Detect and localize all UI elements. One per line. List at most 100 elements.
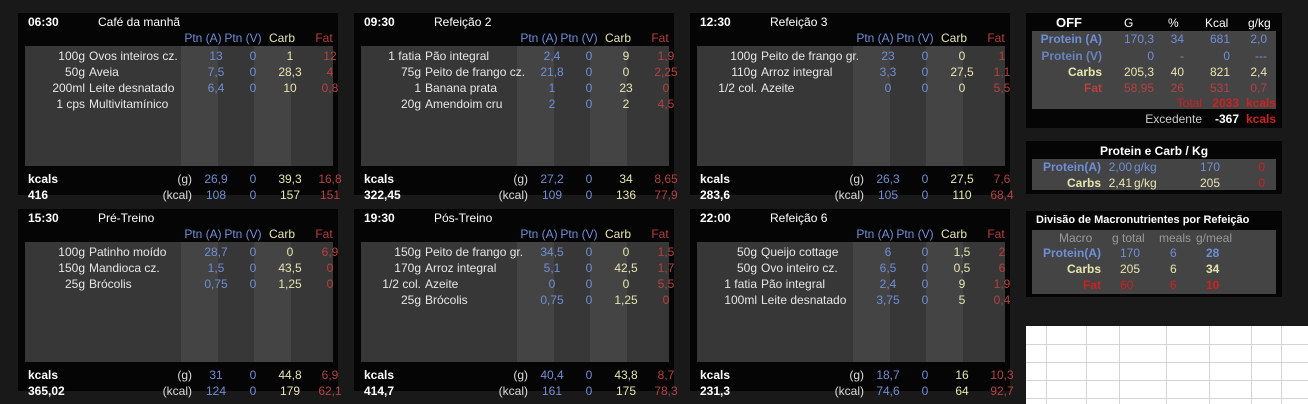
meal-kcals-value: 414,7 bbox=[364, 384, 395, 398]
food-carb: 0 bbox=[286, 245, 294, 259]
total-g-ptn-v: 0 bbox=[921, 172, 929, 186]
food-qty: 150g bbox=[58, 261, 85, 275]
food-fat: 0,8 bbox=[321, 81, 339, 95]
food-row[interactable]: 100ml Leite desnatado 3,75 0 5 0,4 bbox=[697, 292, 1010, 308]
food-row[interactable]: 1/2 col. Azeite 0 0 0 5,5 bbox=[361, 276, 674, 292]
pck-value-carbs: 2,41 bbox=[1108, 176, 1132, 190]
food-fat: 1,9 bbox=[993, 277, 1011, 291]
total-g-ptn-v: 0 bbox=[249, 368, 257, 382]
summary-pct-fat: 26 bbox=[1170, 81, 1184, 95]
total-kcal-ptn-v: 0 bbox=[585, 188, 593, 202]
food-carb: 1,25 bbox=[278, 277, 302, 291]
food-row[interactable]: 50g Ovo inteiro cz. 6,5 0 0,5 6 bbox=[697, 260, 1005, 276]
food-row[interactable]: 1 cps Multivitamínico bbox=[25, 96, 333, 112]
total-kcal-carb: 179 bbox=[279, 384, 301, 398]
grams-unit: (g) bbox=[513, 368, 528, 382]
meal-name: Refeição 6 bbox=[770, 211, 828, 225]
food-row[interactable]: 110g Arroz integral 3,3 0 27,5 1,1 bbox=[697, 64, 1010, 80]
food-ptn-v: 0 bbox=[921, 245, 929, 259]
meal-totals-kcal: 416 (kcal) 108 0 157 151 bbox=[18, 188, 340, 204]
meal-kcals-value: 365,02 bbox=[28, 384, 65, 398]
food-carb: 0 bbox=[622, 277, 630, 291]
food-fat: 12 bbox=[323, 49, 337, 63]
total-label: Total bbox=[1176, 96, 1202, 110]
summary-g-protein-v: 0 bbox=[1147, 49, 1154, 63]
food-name: Brócolis bbox=[425, 293, 468, 307]
summary-gkg-carbs: 2,4 bbox=[1250, 65, 1267, 79]
food-name: Queijo cottage bbox=[761, 245, 839, 259]
food-ptn-v: 0 bbox=[585, 81, 593, 95]
food-row[interactable]: 1 fatia Pão integral 2,4 0 9 1,9 bbox=[361, 48, 674, 64]
pck-unit-protein: g/kg bbox=[1134, 160, 1157, 174]
spreadsheet-grid[interactable] bbox=[1026, 326, 1308, 404]
meal-name: Café da manhã bbox=[98, 15, 181, 29]
pck-diff-protein: 0 bbox=[1258, 160, 1265, 174]
meal-name: Pós-Treino bbox=[434, 211, 493, 225]
food-carb: 0 bbox=[622, 245, 630, 259]
summary-label-carbs: Carbs bbox=[1067, 65, 1102, 79]
food-ptn-a: 23 bbox=[881, 49, 895, 63]
food-row[interactable]: 100g Patinho moído 28,7 0 0 6,9 bbox=[25, 244, 338, 260]
pck-diff-carbs: 0 bbox=[1258, 176, 1265, 190]
meal-panel: 12:30 Refeição 3 Ptn (A) Ptn (V) Carb Fa… bbox=[690, 13, 1014, 202]
col-ptn-v: Ptn (V) bbox=[560, 227, 598, 241]
food-name: Patinho moído bbox=[89, 245, 167, 259]
food-row[interactable] bbox=[697, 96, 1005, 112]
food-row[interactable]: 1 Banana prata 1 0 23 0 bbox=[361, 80, 669, 96]
food-row[interactable]: 50g Aveia 7,5 0 28,3 4 bbox=[25, 64, 333, 80]
col-fat: Fat bbox=[651, 227, 669, 241]
food-row[interactable]: 150g Mandioca cz. 1,5 0 43,5 0 bbox=[25, 260, 333, 276]
food-row[interactable]: 25g Brócolis 0,75 0 1,25 0 bbox=[25, 276, 333, 292]
food-carb: 9 bbox=[622, 49, 630, 63]
summary-g-protein-a: 170,3 bbox=[1123, 32, 1154, 46]
food-row[interactable]: 150g Peito de frango gr. 34,5 0 0 1,5 bbox=[361, 244, 674, 260]
total-value: 2033 bbox=[1212, 96, 1239, 110]
food-row[interactable]: 100g Ovos inteiros cz. 13 0 1 12 bbox=[25, 48, 336, 64]
total-g-carb: 43,8 bbox=[614, 368, 638, 382]
food-ptn-a: 5,1 bbox=[543, 261, 561, 275]
total-kcal-ptn-a: 109 bbox=[541, 188, 563, 202]
food-fat: 6,9 bbox=[321, 245, 339, 259]
food-row[interactable]: 100g Peito de frango gr. 23 0 0 1 bbox=[697, 48, 1005, 64]
total-g-carb: 39,3 bbox=[278, 172, 302, 186]
division-meals-carbs: 6 bbox=[1170, 262, 1177, 276]
food-row[interactable] bbox=[25, 292, 333, 308]
col-ptn-a: Ptn (A) bbox=[520, 227, 558, 241]
division-total-fat: 60 bbox=[1120, 278, 1134, 292]
food-row[interactable]: 20g Amendoim cru 2 0 2 4,5 bbox=[361, 96, 674, 112]
food-row[interactable]: 1/2 col. Azeite 0 0 0 5,5 bbox=[697, 80, 1010, 96]
food-qty: 100g bbox=[58, 245, 85, 259]
food-name: Azeite bbox=[425, 277, 459, 291]
food-ptn-a: 6 bbox=[884, 245, 892, 259]
food-carb: 43,5 bbox=[278, 261, 302, 275]
division-head-macro: Macro bbox=[1059, 231, 1093, 245]
food-qty: 25g bbox=[64, 277, 85, 291]
food-name: Amendoim cru bbox=[425, 97, 503, 111]
total-kcal-ptn-v: 0 bbox=[585, 384, 593, 398]
col-kcal: Kcal bbox=[1205, 16, 1229, 30]
col-pct: % bbox=[1168, 16, 1179, 30]
division-head-meals: meals bbox=[1159, 231, 1192, 245]
kcal-unit: (kcal) bbox=[162, 384, 192, 398]
meal-time: 09:30 bbox=[364, 15, 395, 29]
food-row[interactable]: 25g Brócolis 0,75 0 1,25 0 bbox=[361, 292, 669, 308]
col-fat: Fat bbox=[651, 31, 669, 45]
food-carb: 42,5 bbox=[614, 261, 638, 275]
total-g-ptn-v: 0 bbox=[585, 368, 593, 382]
division-label-carbs: Carbs bbox=[1066, 262, 1101, 276]
food-carb: 2 bbox=[622, 97, 630, 111]
kcal-unit: (kcal) bbox=[834, 384, 864, 398]
grams-unit: (g) bbox=[177, 368, 192, 382]
food-row[interactable]: 200ml Leite desnatado 6,4 0 10 0,8 bbox=[25, 80, 338, 96]
food-ptn-v: 0 bbox=[585, 97, 593, 111]
food-row[interactable]: 75g Peito de frango cz. 21,8 0 0 2,25 bbox=[361, 64, 678, 80]
food-row[interactable]: 1 fatia Pão integral 2,4 0 9 1,9 bbox=[697, 276, 1010, 292]
food-qty: 1/2 col. bbox=[718, 81, 757, 95]
food-row[interactable]: 170g Arroz integral 5,1 0 42,5 1,7 bbox=[361, 260, 674, 276]
food-ptn-a: 3,3 bbox=[879, 65, 897, 79]
food-qty: 75g bbox=[400, 65, 421, 79]
food-carb: 0,5 bbox=[953, 261, 971, 275]
kcals-label: kcals bbox=[700, 368, 731, 382]
food-row[interactable]: 50g Queijo cottage 6 0 1,5 2 bbox=[697, 244, 1005, 260]
kcals-label: kcals bbox=[700, 172, 731, 186]
